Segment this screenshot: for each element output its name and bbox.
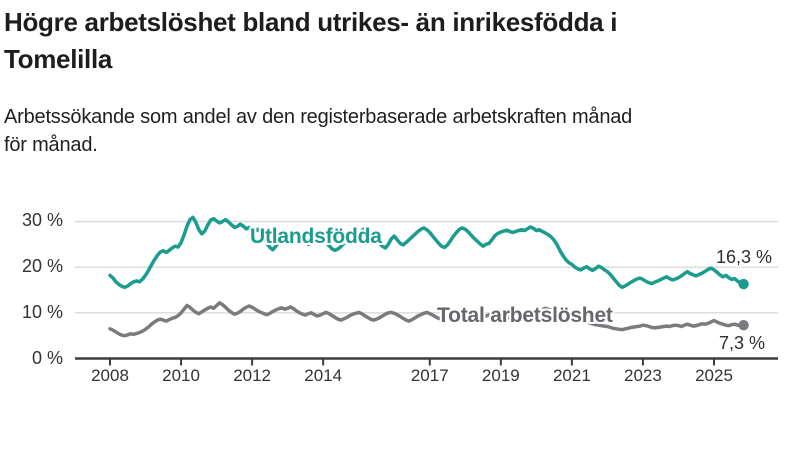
y-axis-tick-label: 10 % xyxy=(21,301,63,322)
x-axis-tick-label: 2021 xyxy=(552,366,591,385)
series-label-total-arbetsloshet: Total arbetslöshet xyxy=(437,304,613,327)
subtitle-line-2: för månad. xyxy=(4,134,98,156)
page-title: Högre arbetslöshet bland utrikes- än inr… xyxy=(4,4,784,78)
title-line-1: Högre arbetslöshet bland utrikes- än inr… xyxy=(4,7,618,37)
y-axis-tick-label: 30 % xyxy=(21,210,63,231)
end-dot-series-2 xyxy=(738,320,749,331)
y-axis-tick-label: 0 % xyxy=(31,347,63,368)
title-line-2: Tomelilla xyxy=(4,44,113,74)
x-axis-tick-label: 2023 xyxy=(624,366,662,385)
end-value-label-utlandsfodda: 16,3 % xyxy=(715,247,772,267)
series-label-utlandsfodda: Utlandsfödda xyxy=(250,225,382,248)
chart-subtitle: Arbetssökande som andel av den registerb… xyxy=(4,103,794,159)
x-axis-tick-label: 2010 xyxy=(162,366,200,385)
x-axis-tick-label: 2025 xyxy=(695,366,733,385)
y-axis-tick-label: 20 % xyxy=(21,256,63,277)
x-axis-tick-label: 2017 xyxy=(410,366,449,385)
x-axis-tick-label: 2012 xyxy=(233,366,272,385)
subtitle-line-1: Arbetssökande som andel av den registerb… xyxy=(4,106,633,128)
x-axis-tick-label: 2008 xyxy=(91,366,129,385)
end-dot-series-1 xyxy=(738,278,749,290)
x-axis-tick-label: 2019 xyxy=(481,366,520,385)
series-line-2 xyxy=(108,301,746,338)
footer-branding: Newsworthy xyxy=(0,410,796,446)
series-line-1 xyxy=(108,215,746,290)
end-value-label-total: 7,3 % xyxy=(718,333,765,353)
x-axis-tick-label: 2014 xyxy=(304,366,343,385)
